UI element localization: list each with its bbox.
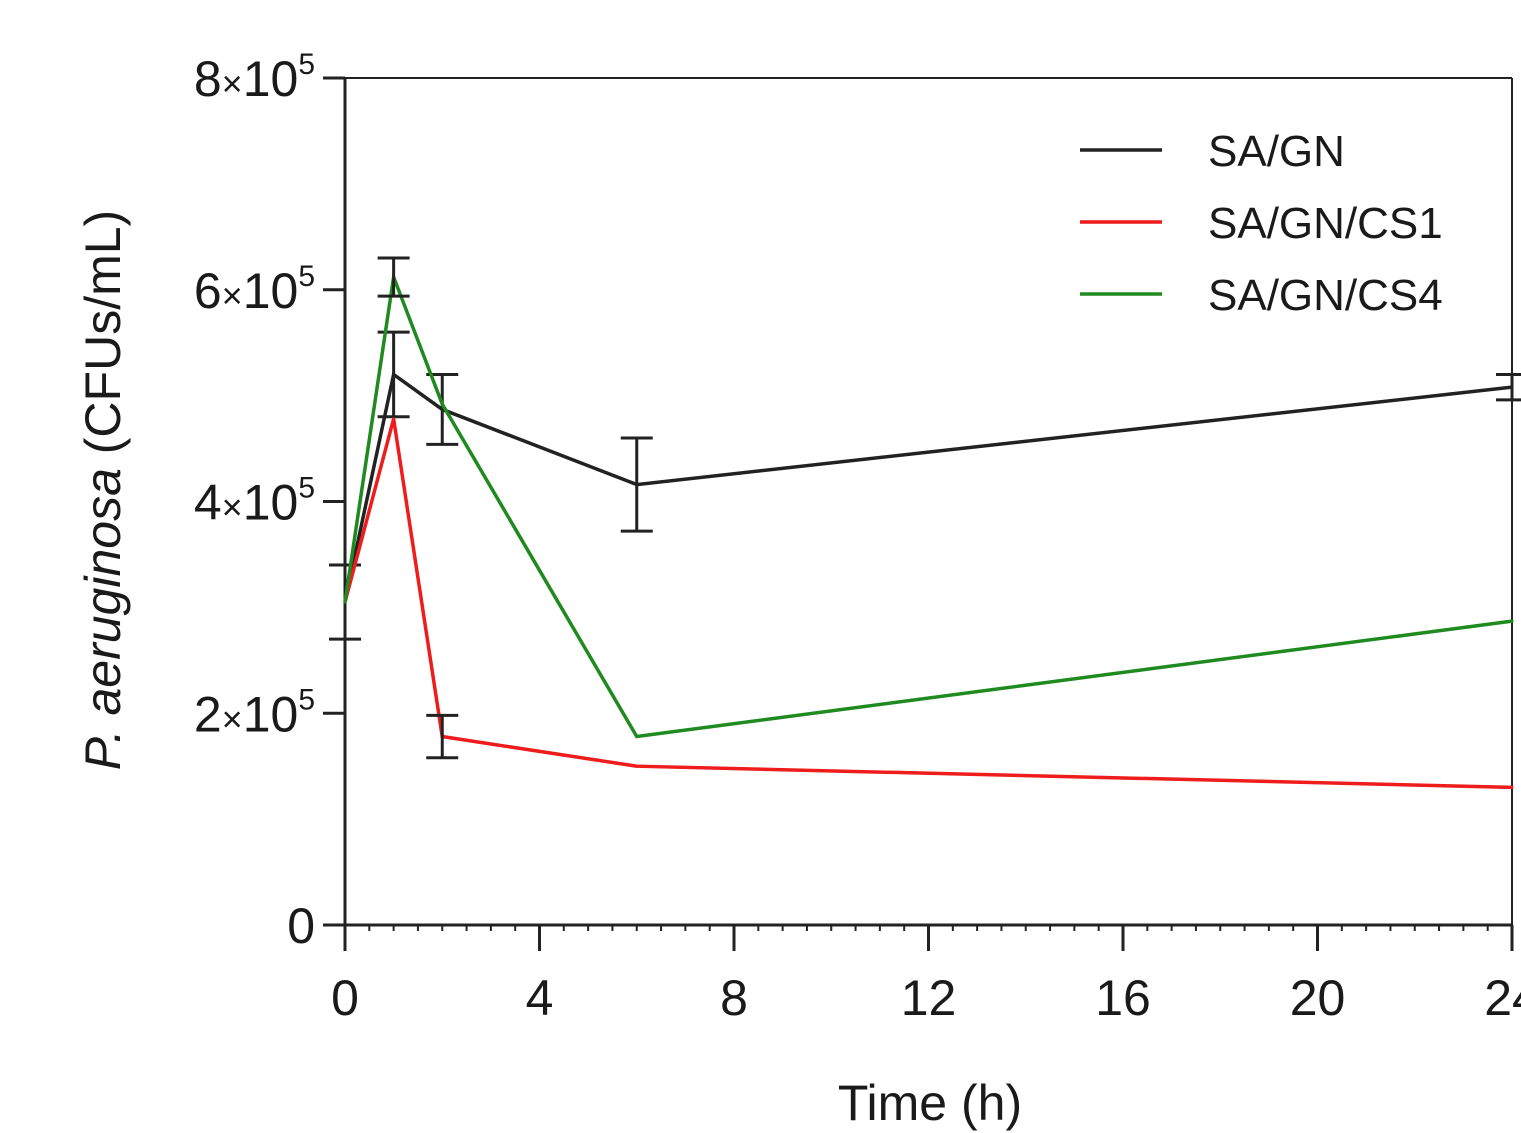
data-point — [1510, 619, 1514, 623]
y-tick-label: 6×105 — [194, 260, 315, 319]
y-tick-base: 10 — [243, 686, 299, 742]
y-axis-title-italic: P. aeruginosa — [75, 468, 131, 770]
data-point — [1510, 785, 1514, 789]
y-tick-exponent: 5 — [298, 472, 315, 505]
series-layer — [329, 256, 1521, 790]
y-tick-exponent: 5 — [298, 48, 315, 81]
x-tick-label: 16 — [1095, 970, 1151, 1026]
data-point — [392, 417, 396, 421]
x-axis-title: Time (h) — [838, 1075, 1022, 1131]
series-line — [343, 418, 1513, 790]
series-sa-gn-cs1 — [343, 417, 1514, 790]
y-tick-times: × — [222, 698, 243, 739]
series-line — [343, 270, 1513, 739]
y-axis-title-rest: (CFUs/mL) — [75, 210, 131, 468]
y-tick-mantissa: 0 — [287, 898, 315, 954]
y-tick-exponent: 5 — [298, 260, 315, 293]
y-tick-base: 10 — [243, 51, 299, 107]
legend: SA/GN SA/GN/CS1 SA/GN/CS4 — [1080, 127, 1443, 320]
y-tick-label: 4×105 — [194, 472, 315, 531]
y-tick-base: 10 — [243, 263, 299, 319]
y-tick-label: 0 — [287, 898, 315, 954]
data-point — [635, 735, 639, 739]
legend-label: SA/GN/CS4 — [1208, 271, 1443, 320]
y-tick-label: 2×105 — [194, 683, 315, 742]
x-tick-label: 8 — [720, 970, 748, 1026]
y-tick-mantissa: 2 — [194, 686, 222, 742]
y-tick-exponent: 5 — [298, 683, 315, 716]
x-tick-label: 20 — [1290, 970, 1346, 1026]
y-tick-base: 10 — [243, 475, 299, 531]
series-line — [343, 371, 1513, 603]
y-axis-title: P. aeruginosa (CFUs/mL) — [75, 210, 131, 770]
series-sa-gn-cs4 — [343, 256, 1514, 739]
x-tick-label: 12 — [901, 970, 957, 1026]
x-tick-label: 4 — [526, 970, 554, 1026]
data-point — [635, 764, 639, 768]
y-tick-label: 8×105 — [194, 48, 315, 107]
data-point — [343, 600, 347, 604]
y-tick-times: × — [222, 63, 243, 104]
y-tick-times: × — [222, 487, 243, 528]
y-tick-mantissa: 6 — [194, 263, 222, 319]
y-tick-times: × — [222, 275, 243, 316]
x-tick-label: 0 — [331, 970, 359, 1026]
legend-label: SA/GN — [1208, 127, 1345, 176]
data-point — [440, 402, 444, 406]
x-tick-label: 24 — [1484, 970, 1521, 1026]
series-sa-gn — [329, 330, 1521, 641]
x-axis-ticks: 0 4 8 12 16 20 24 — [331, 925, 1521, 1026]
legend-label: SA/GN/CS1 — [1208, 199, 1443, 248]
y-tick-mantissa: 4 — [194, 475, 222, 531]
y-tick-mantissa: 8 — [194, 51, 222, 107]
